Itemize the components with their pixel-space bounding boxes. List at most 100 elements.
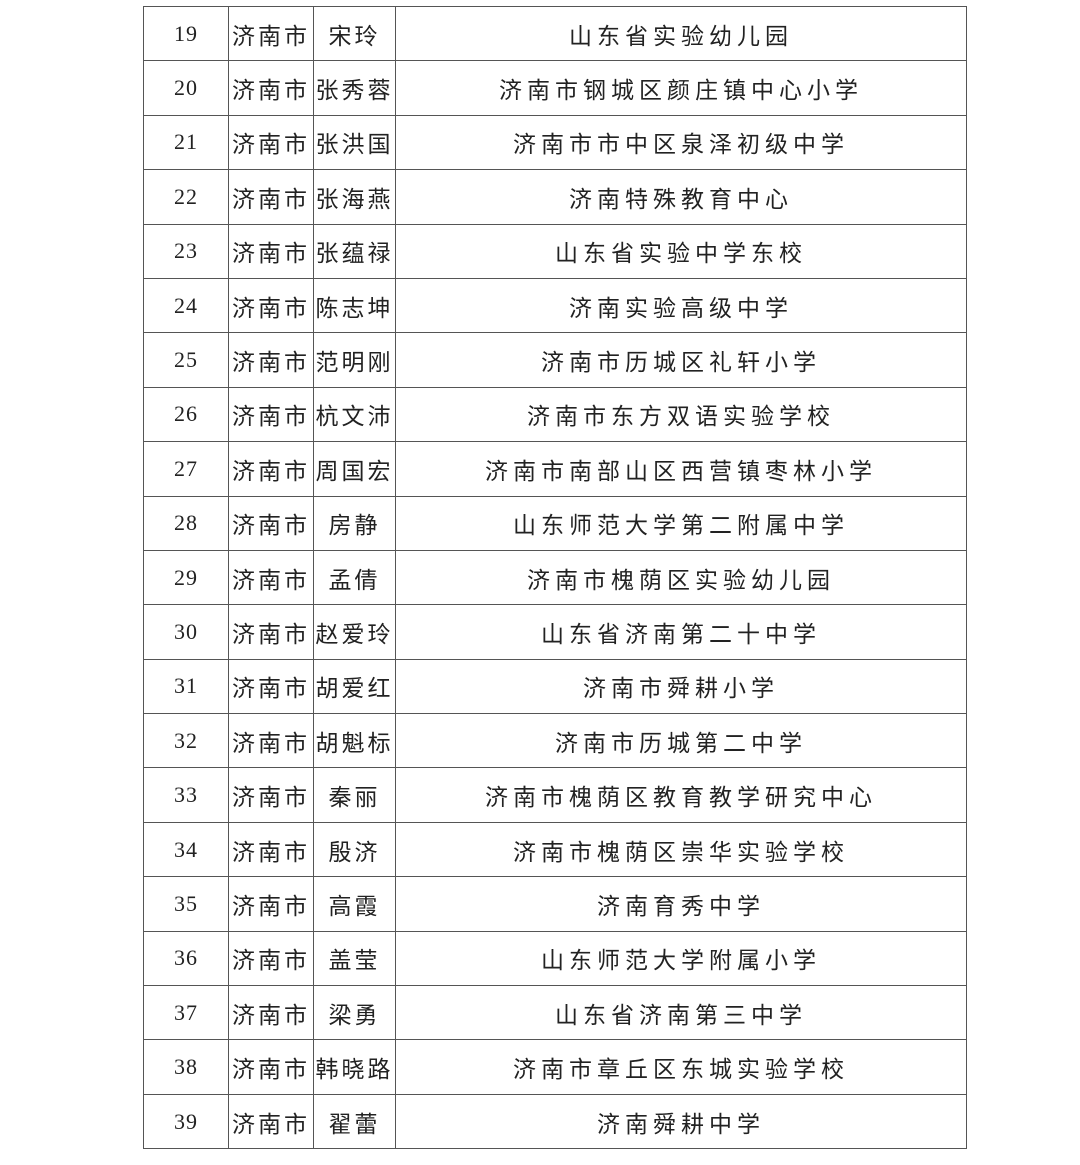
name-cell: 胡魁标	[313, 713, 396, 769]
school-cell: 济南市历城区礼轩小学	[395, 332, 967, 388]
table-row: 22 济南市 张海燕 济南特殊教育中心	[143, 169, 967, 225]
table-row: 39 济南市 翟蕾 济南舜耕中学	[143, 1093, 967, 1150]
city-cell: 济南市	[228, 876, 314, 932]
table-row: 36 济南市 盖莹 山东师范大学附属小学	[143, 930, 967, 987]
city-cell: 济南市	[228, 114, 314, 171]
table-row: 29 济南市 孟倩 济南市槐荫区实验幼儿园	[143, 549, 967, 606]
table-row: 28 济南市 房静 山东师范大学第二附属中学	[143, 495, 967, 551]
row-number: 22	[143, 169, 229, 225]
table-row: 30 济南市 赵爱玲 山东省济南第二十中学	[143, 604, 967, 660]
school-cell: 济南市钢城区颜庄镇中心小学	[395, 60, 967, 116]
name-cell: 高霞	[313, 876, 396, 932]
row-number: 28	[143, 495, 229, 551]
row-number: 25	[143, 332, 229, 388]
name-cell: 孟倩	[313, 549, 396, 606]
name-cell: 张秀蓉	[313, 60, 396, 116]
row-number: 19	[143, 5, 229, 62]
school-cell: 济南市章丘区东城实验学校	[395, 1039, 967, 1095]
name-cell: 赵爱玲	[313, 604, 396, 660]
row-number: 37	[143, 985, 229, 1041]
city-cell: 济南市	[228, 5, 314, 62]
name-cell: 周国宏	[313, 441, 396, 497]
city-cell: 济南市	[228, 658, 314, 715]
city-cell: 济南市	[228, 169, 314, 225]
row-number: 32	[143, 713, 229, 769]
name-cell: 翟蕾	[313, 1093, 396, 1150]
row-number: 38	[143, 1039, 229, 1095]
school-cell: 济南市槐荫区教育教学研究中心	[395, 767, 967, 823]
row-number: 30	[143, 604, 229, 660]
school-cell: 山东师范大学附属小学	[395, 930, 967, 987]
school-cell: 济南市槐荫区实验幼儿园	[395, 549, 967, 606]
city-cell: 济南市	[228, 1093, 314, 1150]
name-cell: 梁勇	[313, 985, 396, 1041]
name-cell: 宋玲	[313, 5, 396, 62]
school-cell: 济南市南部山区西营镇枣林小学	[395, 441, 967, 497]
table-row: 21 济南市 张洪国 济南市市中区泉泽初级中学	[143, 114, 967, 171]
table-row: 31 济南市 胡爱红 济南市舜耕小学	[143, 658, 967, 715]
city-cell: 济南市	[228, 713, 314, 769]
name-cell: 张蕴禄	[313, 223, 396, 279]
city-cell: 济南市	[228, 441, 314, 497]
table-row: 32 济南市 胡魁标 济南市历城第二中学	[143, 713, 967, 769]
city-cell: 济南市	[228, 277, 314, 334]
city-cell: 济南市	[228, 985, 314, 1041]
table-row: 27 济南市 周国宏 济南市南部山区西营镇枣林小学	[143, 441, 967, 497]
city-cell: 济南市	[228, 332, 314, 388]
city-cell: 济南市	[228, 930, 314, 987]
table-row: 24 济南市 陈志坤 济南实验高级中学	[143, 277, 967, 334]
row-number: 23	[143, 223, 229, 279]
row-number: 35	[143, 876, 229, 932]
row-number: 36	[143, 930, 229, 987]
school-cell: 山东省济南第二十中学	[395, 604, 967, 660]
school-cell: 济南市东方双语实验学校	[395, 386, 967, 443]
name-cell: 盖莹	[313, 930, 396, 987]
city-cell: 济南市	[228, 549, 314, 606]
roster-table-body: 19 济南市 宋玲 山东省实验幼儿园 20 济南市 张秀蓉 济南市钢城区颜庄镇中心小学 21 济南…	[143, 5, 967, 1150]
name-cell: 房静	[313, 495, 396, 551]
row-number: 21	[143, 114, 229, 171]
school-cell: 济南市市中区泉泽初级中学	[395, 114, 967, 171]
row-number: 27	[143, 441, 229, 497]
name-cell: 胡爱红	[313, 658, 396, 715]
table-row: 25 济南市 范明刚 济南市历城区礼轩小学	[143, 332, 967, 388]
name-cell: 韩晓路	[313, 1039, 396, 1095]
name-cell: 陈志坤	[313, 277, 396, 334]
school-cell: 山东师范大学第二附属中学	[395, 495, 967, 551]
table-row: 26 济南市 杭文沛 济南市东方双语实验学校	[143, 386, 967, 443]
city-cell: 济南市	[228, 604, 314, 660]
row-number: 29	[143, 549, 229, 606]
name-cell: 殷济	[313, 821, 396, 878]
school-cell: 济南舜耕中学	[395, 1093, 967, 1150]
table-row: 37 济南市 梁勇 山东省济南第三中学	[143, 985, 967, 1041]
school-cell: 济南特殊教育中心	[395, 169, 967, 225]
row-number: 39	[143, 1093, 229, 1150]
school-cell: 山东省济南第三中学	[395, 985, 967, 1041]
school-cell: 山东省实验中学东校	[395, 223, 967, 279]
school-cell: 济南市舜耕小学	[395, 658, 967, 715]
row-number: 20	[143, 60, 229, 116]
roster-table: 19 济南市 宋玲 山东省实验幼儿园 20 济南市 张秀蓉 济南市钢城区颜庄镇中心小学 21 济南…	[143, 5, 967, 1150]
row-number: 34	[143, 821, 229, 878]
city-cell: 济南市	[228, 767, 314, 823]
name-cell: 张洪国	[313, 114, 396, 171]
school-cell: 济南实验高级中学	[395, 277, 967, 334]
city-cell: 济南市	[228, 821, 314, 878]
table-row: 34 济南市 殷济 济南市槐荫区崇华实验学校	[143, 821, 967, 878]
city-cell: 济南市	[228, 60, 314, 116]
city-cell: 济南市	[228, 1039, 314, 1095]
row-number: 33	[143, 767, 229, 823]
row-number: 26	[143, 386, 229, 443]
table-row: 33 济南市 秦丽 济南市槐荫区教育教学研究中心	[143, 767, 967, 823]
school-cell: 济南市历城第二中学	[395, 713, 967, 769]
name-cell: 张海燕	[313, 169, 396, 225]
school-cell: 济南育秀中学	[395, 876, 967, 932]
name-cell: 杭文沛	[313, 386, 396, 443]
school-cell: 济南市槐荫区崇华实验学校	[395, 821, 967, 878]
city-cell: 济南市	[228, 495, 314, 551]
row-number: 31	[143, 658, 229, 715]
name-cell: 秦丽	[313, 767, 396, 823]
table-row: 20 济南市 张秀蓉 济南市钢城区颜庄镇中心小学	[143, 60, 967, 116]
city-cell: 济南市	[228, 386, 314, 443]
table-row: 19 济南市 宋玲 山东省实验幼儿园	[143, 5, 967, 62]
